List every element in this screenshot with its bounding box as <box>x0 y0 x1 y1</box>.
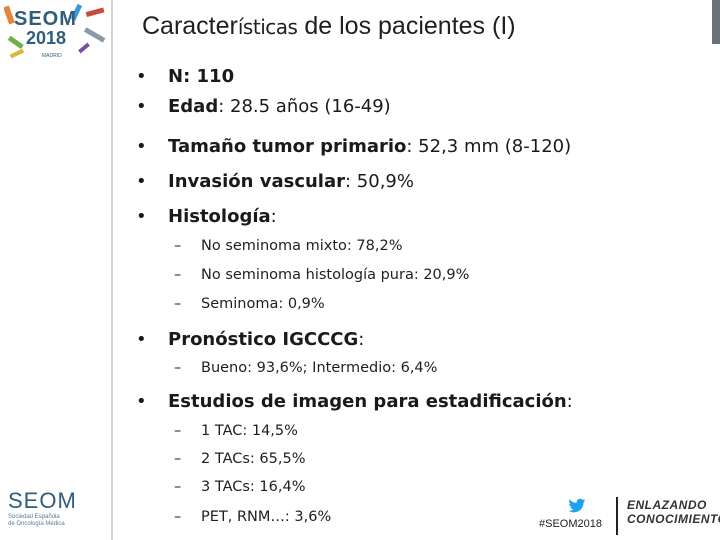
dash-glyph: – <box>174 238 182 254</box>
logo-confetti-icon <box>3 3 106 59</box>
seom-wordmark: SEOM <box>8 488 77 513</box>
left-sidebar <box>0 0 112 540</box>
sub-item-text: No seminoma histología pura: 20,9% <box>201 267 470 283</box>
dash-glyph: – <box>174 267 182 283</box>
dash-glyph: – <box>174 479 182 495</box>
bullet-value: : 28.5 años (16-49) <box>218 96 391 117</box>
footer-divider <box>616 497 618 535</box>
sub-item-text: Seminoma: 0,9% <box>201 296 325 312</box>
logo-year: 2018 <box>26 28 67 48</box>
tagline: ENLAZANDO CONOCIMIENTO <box>627 498 720 526</box>
bullet-value: : 50,9% <box>345 171 414 192</box>
sub-item-text: 3 TACs: 16,4% <box>201 479 306 495</box>
logo-city: MADRID <box>42 53 62 59</box>
bullet-label: Invasión vascular <box>168 171 345 192</box>
sidebar-divider <box>111 0 113 540</box>
sub-item-text: 1 TAC: 14,5% <box>201 423 298 439</box>
dash-glyph: – <box>174 296 182 312</box>
sub-item-text: Bueno: 93,6%; Intermedio: 6,4% <box>201 360 438 376</box>
twitter-bird-icon <box>568 498 586 518</box>
seom-2018-logo: SEOM 2018 MADRID <box>3 2 108 64</box>
slide-title: Características de los pacientes (I) <box>142 12 516 41</box>
bullet-label: Estudios de imagen para estadificación <box>168 391 567 412</box>
bullet-value: : 52,3 mm (8-120) <box>406 136 572 157</box>
bullet-dot: • <box>136 329 147 350</box>
tagline-line-2: CONOCIMIENTO <box>627 512 720 526</box>
seom-subtitle-2: de Oncología Médica <box>8 521 65 527</box>
hashtag: #SEOM2018 <box>539 518 602 530</box>
bullet-label: Pronóstico IGCCCG <box>168 329 359 350</box>
bullet-label: Histología <box>168 206 271 227</box>
bullet-label: Edad <box>168 96 219 117</box>
bullet-dot: • <box>136 66 147 87</box>
title-part-c: de los pacientes (I) <box>297 12 516 40</box>
bullet-value: : <box>270 206 277 227</box>
logo-word: SEOM <box>14 8 77 30</box>
title-part-a: Caracter <box>142 12 238 40</box>
bullet-dot: • <box>136 136 147 157</box>
dash-glyph: – <box>174 509 182 525</box>
seom-society-logo: SEOM Sociedad Española de Oncología Médi… <box>8 488 100 534</box>
title-part-b: ísticas <box>237 15 298 39</box>
bullet-value: : <box>358 329 365 350</box>
bullet-dot: • <box>136 206 147 227</box>
bullet-label: N: 110 <box>168 66 235 87</box>
bullet-dot: • <box>136 96 147 117</box>
sub-item-text: PET, RNM…: 3,6% <box>201 509 332 525</box>
tagline-line-1: ENLAZANDO <box>627 498 707 512</box>
seom-subtitle-1: Sociedad Española <box>8 514 60 520</box>
sub-item-text: No seminoma mixto: 78,2% <box>201 238 403 254</box>
sub-item-text: 2 TACs: 65,5% <box>201 451 306 467</box>
corner-accent-bar <box>712 0 720 44</box>
dash-glyph: – <box>174 360 182 376</box>
dash-glyph: – <box>174 423 182 439</box>
bullet-dot: • <box>136 171 147 192</box>
bullet-label: Tamaño tumor primario <box>168 136 407 157</box>
bullet-value: : <box>566 391 573 412</box>
bullet-dot: • <box>136 391 147 412</box>
dash-glyph: – <box>174 451 182 467</box>
